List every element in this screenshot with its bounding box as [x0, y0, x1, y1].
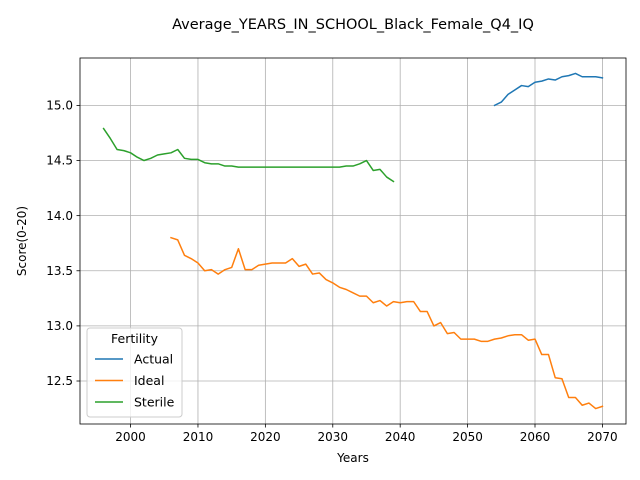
series-lines: [102, 72, 604, 410]
y-tick-label: 14.0: [46, 209, 73, 223]
x-tick-label: 2070: [587, 430, 618, 444]
legend: Fertility Actual Ideal Sterile: [86, 327, 183, 418]
series-line-sterile: [102, 127, 395, 183]
x-tick-label: 2040: [385, 430, 416, 444]
chart-title: Average_YEARS_IN_SCHOOL_Black_Female_Q4_…: [172, 17, 534, 33]
x-tick-label: 2010: [183, 430, 214, 444]
series-line-actual: [493, 72, 604, 107]
legend-label-ideal: Ideal: [134, 373, 164, 388]
y-tick-label: 12.5: [46, 374, 73, 388]
plot-frame: [79, 57, 627, 425]
x-tick-label: 2020: [250, 430, 281, 444]
x-tick-label: 2030: [318, 430, 349, 444]
y-tick-label: 14.5: [46, 154, 73, 168]
y-tick-label: 13.0: [46, 319, 73, 333]
y-tick-label: 15.0: [46, 99, 73, 113]
x-tick-label: 2060: [520, 430, 551, 444]
legend-label-sterile: Sterile: [134, 395, 175, 410]
x-tick-label: 2000: [115, 430, 146, 444]
x-axis-label: Years: [336, 451, 369, 465]
x-axis: 2000 2010 2020 2030 2040 2050 2060 2070: [115, 424, 618, 444]
grid-lines: [80, 58, 626, 424]
y-axis-label: Score(0-20): [15, 206, 29, 276]
series-line-ideal: [170, 236, 604, 410]
y-tick-label: 13.5: [46, 264, 73, 278]
y-axis: 12.5 13.0 13.5 14.0 14.5 15.0: [46, 99, 80, 388]
legend-box: [86, 327, 183, 418]
legend-label-actual: Actual: [134, 352, 173, 367]
legend-title: Fertility: [111, 331, 159, 346]
x-tick-label: 2050: [452, 430, 483, 444]
